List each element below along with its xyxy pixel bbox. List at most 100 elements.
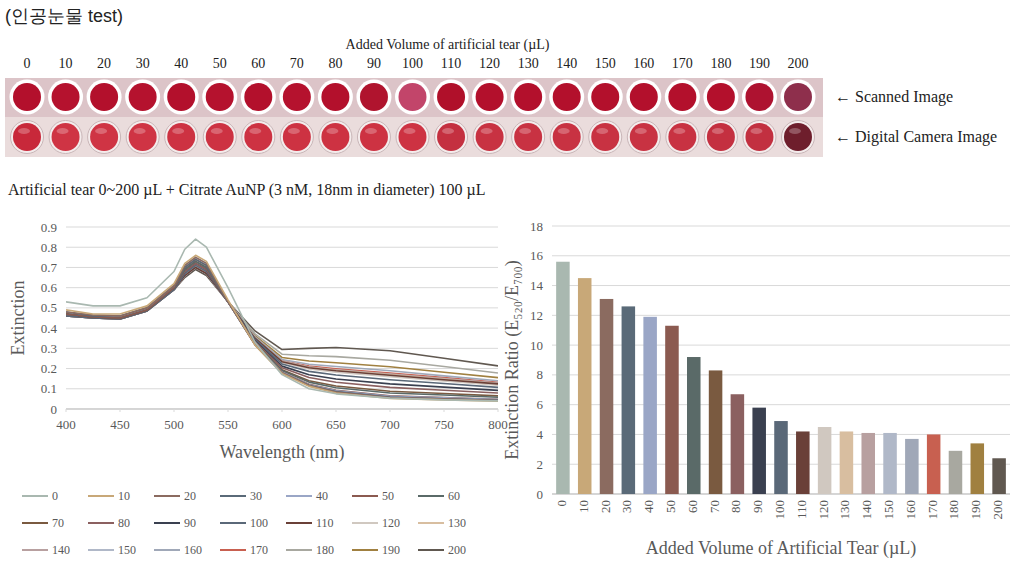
camera-well	[784, 123, 812, 151]
well-highlight	[57, 128, 69, 134]
legend-swatch	[220, 522, 246, 524]
camera-well-rim	[473, 121, 506, 154]
camera-well	[630, 123, 658, 151]
legend-label: 90	[184, 516, 196, 530]
camera-well-rim	[49, 121, 82, 154]
volume-number: 110	[441, 56, 461, 71]
well-highlight	[404, 128, 416, 134]
x-tick-label: 750	[434, 417, 454, 432]
well-rim	[241, 80, 276, 115]
grid-line	[552, 345, 1010, 346]
well-highlight	[172, 128, 184, 134]
spectrum-line	[66, 261, 498, 397]
well-rim	[434, 80, 469, 115]
volume-number: 10	[59, 56, 73, 71]
well-rim	[781, 80, 816, 115]
x-tick-label: 450	[110, 417, 130, 432]
well-highlight	[519, 128, 531, 134]
camera-well-rim	[550, 121, 583, 154]
row-label: ← Digital Camera Image	[835, 128, 997, 146]
grid-line	[552, 226, 1010, 227]
camera-well	[553, 123, 581, 151]
y-tick-label: 0.7	[41, 260, 58, 275]
well-highlight	[712, 128, 724, 134]
grid-line	[66, 247, 498, 248]
camera-well	[244, 123, 272, 151]
page-title: (인공눈물 test)	[5, 6, 123, 26]
spectrum-line	[66, 257, 498, 400]
scanned-well	[399, 83, 427, 111]
y-axis-line	[66, 227, 67, 409]
bar	[992, 458, 1006, 494]
camera-well-rim	[743, 121, 776, 154]
grid-line	[66, 307, 498, 308]
legend-label: 20	[184, 489, 196, 503]
camera-well	[360, 123, 388, 151]
legend-swatch	[154, 549, 180, 551]
well-highlight	[249, 128, 261, 134]
camera-well-rim	[435, 121, 468, 154]
legend-swatch	[352, 495, 378, 497]
well-highlight	[134, 128, 146, 134]
y-tick-label: 0.2	[41, 361, 57, 376]
scanned-well	[283, 83, 311, 111]
scanned-well	[707, 83, 735, 111]
camera-well-rim	[512, 121, 545, 154]
spectrum-line	[66, 239, 498, 401]
volume-number: 130	[518, 56, 539, 71]
bar	[643, 317, 657, 494]
scanned-well	[360, 83, 388, 111]
well-highlight	[288, 128, 300, 134]
camera-well	[129, 123, 157, 151]
grid-line	[66, 227, 498, 228]
camera-well	[13, 123, 41, 151]
x-axis-title: Wavelength (nm)	[219, 442, 344, 463]
legend-label: 150	[118, 543, 136, 557]
x-tick-label: 50	[663, 500, 678, 513]
y-tick-label: 0.1	[41, 381, 57, 396]
volume-number: 150	[595, 56, 616, 71]
scanned-well	[630, 83, 658, 111]
legend-label: 160	[184, 543, 202, 557]
camera-well	[707, 123, 735, 151]
x-tick-label: 60	[685, 500, 700, 513]
bar	[796, 431, 810, 494]
volume-number: 80	[328, 56, 342, 71]
legend-swatch	[418, 522, 444, 524]
scanned-well	[553, 83, 581, 111]
well-rim	[10, 80, 45, 115]
legend-swatch	[220, 495, 246, 497]
legend-swatch	[154, 522, 180, 524]
scanned-strip	[5, 78, 823, 117]
x-tick-label: 550	[218, 417, 238, 432]
legend-label: 170	[250, 543, 268, 557]
x-tick-label: 140	[859, 500, 874, 520]
legend-label: 140	[52, 543, 70, 557]
y-tick-label: 14	[530, 278, 544, 293]
bar	[752, 408, 766, 494]
camera-well	[745, 123, 773, 151]
scanned-well	[52, 83, 80, 111]
legend-swatch	[22, 522, 48, 524]
legend-label: 10	[118, 489, 130, 503]
bar	[731, 394, 745, 494]
legend-label: 30	[250, 489, 262, 503]
bar	[578, 278, 592, 494]
x-tick-label: 600	[272, 417, 292, 432]
volume-number: 0	[24, 56, 31, 71]
well-highlight	[673, 128, 685, 134]
grid-line	[552, 285, 1010, 286]
bar	[861, 433, 875, 494]
camera-well-rim	[396, 121, 429, 154]
scanned-well	[476, 83, 504, 111]
legend-swatch	[88, 495, 114, 497]
spectrum-line	[66, 259, 498, 399]
legend-label: 40	[316, 489, 328, 503]
well-rim	[356, 80, 391, 115]
x-tick	[282, 409, 283, 412]
scanned-well	[745, 83, 773, 111]
camera-well-rim	[88, 121, 121, 154]
bar	[556, 262, 570, 494]
legend-swatch	[22, 495, 48, 497]
legend-label: 70	[52, 516, 64, 530]
